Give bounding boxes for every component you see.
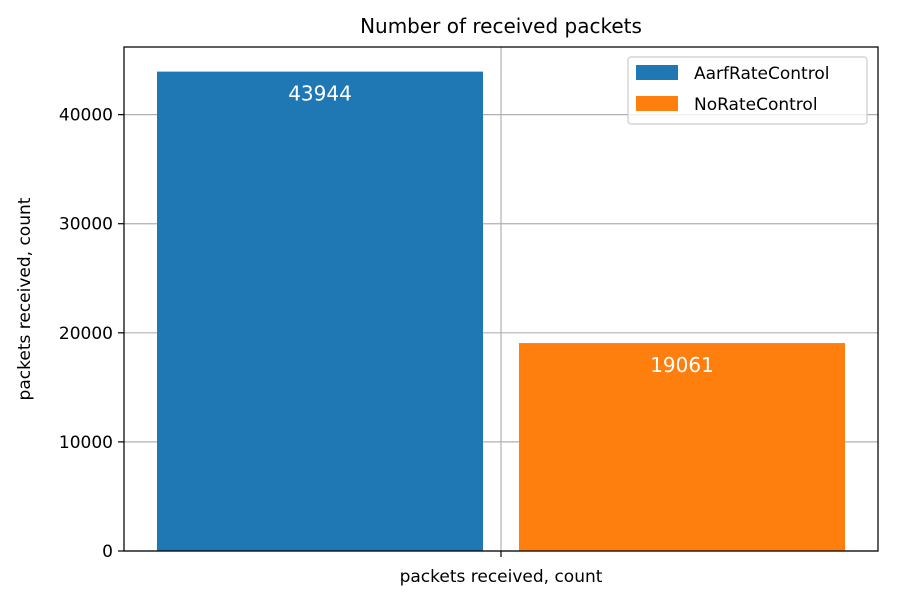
bar-AarfRateControl: [157, 71, 483, 552]
x-axis-label: packets received, count: [400, 567, 603, 587]
legend-label-NoRateControl: NoRateControl: [694, 95, 818, 115]
legend-swatch-NoRateControl: [636, 96, 678, 111]
bar-NoRateControl: [519, 343, 845, 551]
bar-label-AarfRateControl: 43944: [288, 82, 352, 106]
bars: [157, 71, 845, 552]
legend: AarfRateControl NoRateControl: [627, 56, 868, 125]
y-axis-ticks: 0 10000 20000 30000 40000: [59, 106, 124, 562]
chart-title: Number of received packets: [360, 14, 642, 38]
legend-label-AarfRateControl: AarfRateControl: [694, 64, 829, 84]
y-tick-label-1: 10000: [59, 433, 113, 453]
legend-swatch-AarfRateControl: [636, 65, 678, 80]
bar-labels: 43944 19061: [288, 82, 714, 377]
y-tick-label-3: 30000: [59, 215, 113, 235]
legend-box: [627, 56, 868, 125]
y-tick-label-4: 40000: [59, 106, 113, 126]
y-axis-label: packets received, count: [15, 197, 35, 400]
y-tick-label-0: 0: [102, 542, 113, 562]
bar-label-NoRateControl: 19061: [650, 353, 714, 377]
y-tick-label-2: 20000: [59, 324, 113, 344]
